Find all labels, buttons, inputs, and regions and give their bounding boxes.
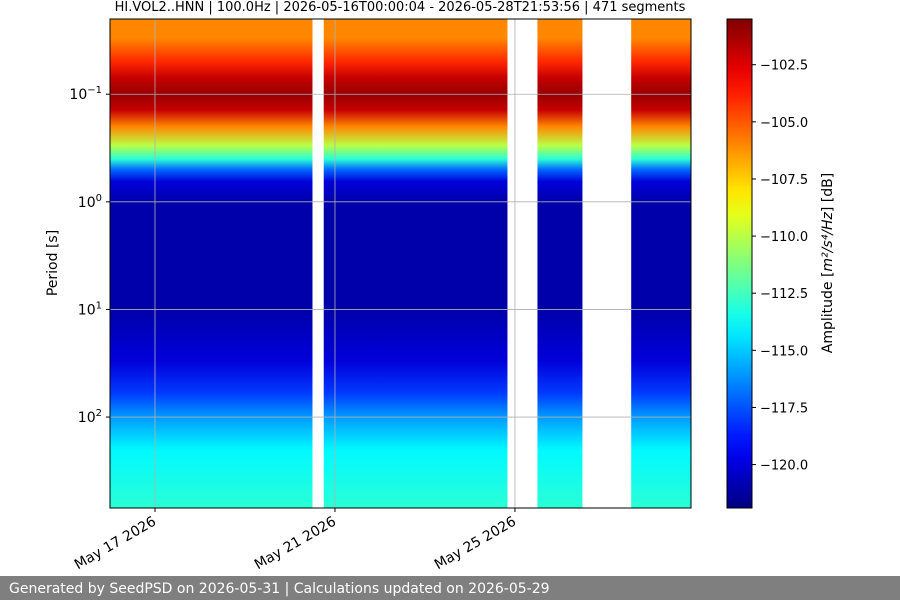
x-axis-ticks: May 17 2026 May 21 2026 May 25 2026 <box>72 508 519 573</box>
data-segment <box>631 19 691 508</box>
y-axis-ticks: 10−1 100 101 102 <box>69 85 110 426</box>
colorbar-tick-label: −117.5 <box>760 401 808 416</box>
colorbar-tick-label: −120.0 <box>760 459 808 474</box>
y-axis-label: Period [s] <box>45 230 61 296</box>
colorbar-tick-label: −110.0 <box>760 230 808 245</box>
colorbar-tick-label: −102.5 <box>760 59 808 74</box>
footer-status-bar: Generated by SeedPSD on 2026-05-31 | Cal… <box>0 576 900 600</box>
chart-title: HI.VOL2..HNN | 100.0Hz | 2026-05-16T00:0… <box>115 0 686 15</box>
x-tick-label: May 17 2026 <box>72 514 159 574</box>
y-tick-label: 102 <box>78 408 102 426</box>
grid-lines <box>110 19 691 508</box>
y-tick-label: 100 <box>78 193 102 211</box>
colorbar-tick-label: −115.0 <box>760 344 808 359</box>
spectrogram-area <box>110 19 691 508</box>
colorbar-ticks: −102.5 −105.0 −107.5 −110.0 −112.5 −115.0 −117… <box>752 59 808 474</box>
x-tick-label: May 25 2026 <box>432 514 519 574</box>
colorbar-tick-label: −105.0 <box>760 116 808 131</box>
y-tick-label: 10−1 <box>69 85 102 103</box>
y-tick-label: 101 <box>78 300 102 318</box>
colorbar <box>726 18 753 509</box>
data-segment <box>323 19 508 508</box>
colorbar-tick-label: −112.5 <box>760 287 808 302</box>
colorbar-label: Amplitude [m²/s⁴/Hz] [dB] <box>820 173 836 353</box>
data-segment <box>537 19 583 508</box>
plot-frame <box>109 18 692 509</box>
data-segment <box>110 19 313 508</box>
x-tick-label: May 21 2026 <box>252 514 339 574</box>
psd-spectrogram-chart: HI.VOL2..HNN | 100.0Hz | 2026-05-16T00:0… <box>45 0 836 573</box>
colorbar-tick-label: −107.5 <box>760 173 808 188</box>
footer-text: Generated by SeedPSD on 2026-05-31 | Cal… <box>9 581 550 597</box>
